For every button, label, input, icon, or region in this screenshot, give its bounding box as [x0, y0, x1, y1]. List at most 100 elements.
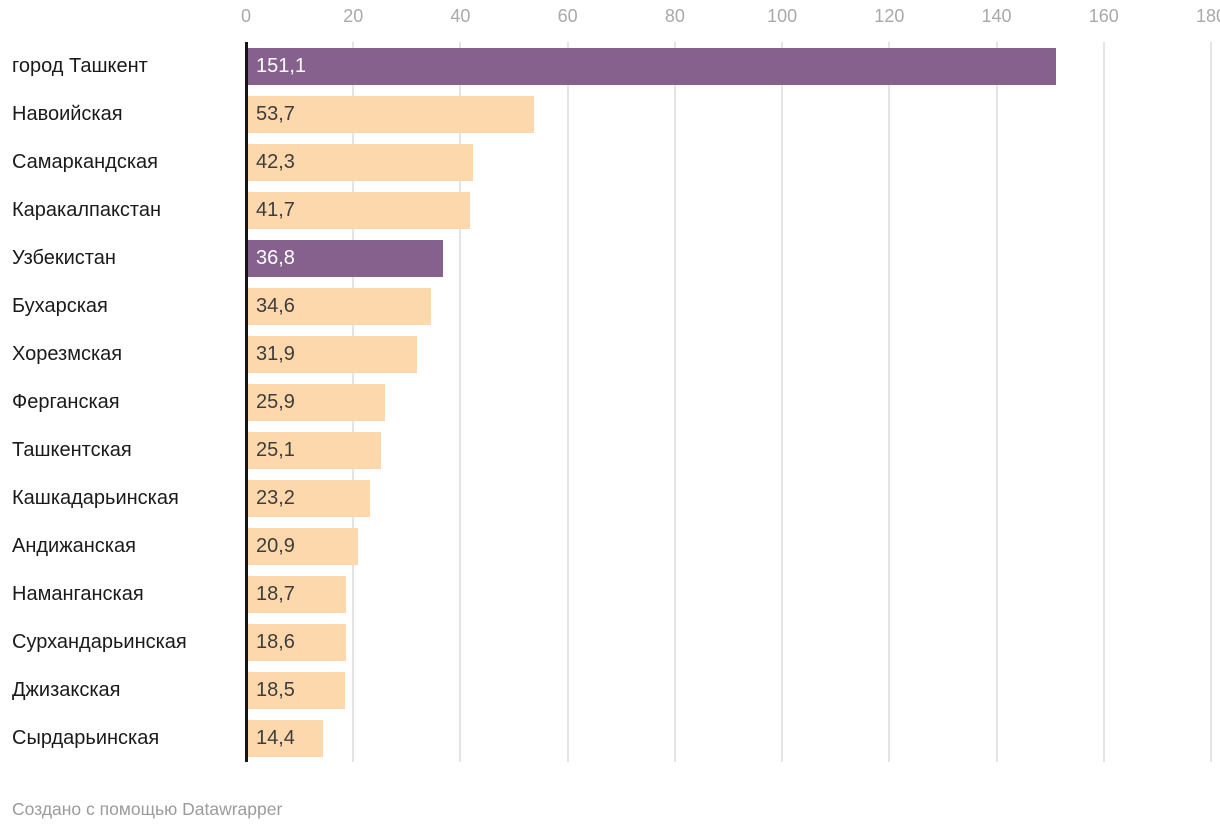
value-label: 18,7	[256, 582, 295, 605]
gridline	[1102, 42, 1105, 762]
bar-track: 18,5	[246, 671, 1211, 709]
category-label: Андижанская	[12, 534, 136, 557]
gridline	[1210, 42, 1212, 762]
x-axis-tick-label: 20	[343, 6, 364, 26]
bar-track: 18,6	[246, 623, 1211, 661]
category-label: город Ташкент	[12, 54, 148, 77]
x-axis-tick-label: 140	[981, 6, 1012, 26]
bar[interactable]: 20,9	[246, 527, 359, 565]
bar[interactable]: 25,9	[246, 383, 385, 421]
bar-track: 34,6	[246, 287, 1211, 325]
chart-row: Навоийская 53,7	[0, 90, 1211, 138]
bar-track: 36,8	[246, 239, 1211, 277]
gridline	[459, 42, 462, 762]
category-label: Узбекистан	[12, 246, 116, 269]
x-axis-tick-label: 60	[557, 6, 578, 26]
bar[interactable]: 53,7	[246, 95, 534, 133]
category-label: Хорезмская	[12, 342, 123, 365]
value-label: 18,5	[256, 678, 295, 701]
bar[interactable]: 18,7	[246, 575, 347, 613]
bar-track: 25,9	[246, 383, 1211, 421]
bar-track: 42,3	[246, 143, 1211, 181]
bar[interactable]: 36,8	[246, 239, 444, 277]
bar[interactable]: 42,3	[246, 143, 473, 181]
chart-row: Ферганская 25,9	[0, 378, 1211, 426]
chart-row: Наманганская 18,7	[0, 570, 1211, 618]
chart-row: Сырдарьинская 14,4	[0, 714, 1211, 762]
gridline	[566, 42, 569, 762]
bar[interactable]: 25,1	[246, 431, 381, 469]
gridline	[888, 42, 891, 762]
category-label: Кашкадарьинская	[12, 486, 179, 509]
x-axis-tick-label: 100	[767, 6, 798, 26]
bar[interactable]: 41,7	[246, 191, 470, 229]
bar-track: 53,7	[246, 95, 1211, 133]
datawrapper-link[interactable]: Datawrapper	[182, 799, 283, 819]
value-label: 25,1	[256, 438, 295, 461]
x-axis-tick-label: 40	[450, 6, 471, 26]
category-label: Бухарская	[12, 294, 108, 317]
category-label: Каракалпакстан	[12, 198, 162, 221]
bar-track: 25,1	[246, 431, 1211, 469]
gridline	[781, 42, 784, 762]
chart-row: Бухарская 34,6	[0, 282, 1211, 330]
value-label: 151,1	[256, 54, 307, 77]
bar[interactable]: 151,1	[246, 47, 1057, 85]
bar[interactable]: 18,6	[246, 623, 346, 661]
chart-row: Самаркандская 42,3	[0, 138, 1211, 186]
y-axis-line	[245, 42, 248, 762]
bar[interactable]: 31,9	[246, 335, 418, 373]
x-axis: 0 20 40 60 80 100 120 140 160 180	[0, 0, 1220, 42]
category-label: Наманганская	[12, 582, 144, 605]
bar[interactable]: 23,2	[246, 479, 371, 517]
chart-row: Кашкадарьинская 23,2	[0, 474, 1211, 522]
value-label: 41,7	[256, 198, 295, 221]
value-label: 20,9	[256, 534, 295, 557]
bar[interactable]: 18,5	[246, 671, 346, 709]
category-label: Навоийская	[12, 102, 123, 125]
attribution-text: Создано с помощью	[12, 799, 183, 819]
plot-area: город Ташкент 151,1 Навоийская 53,7 Самаркан…	[0, 42, 1220, 762]
x-axis-tick-label: 180	[1195, 6, 1220, 26]
category-label: Самаркандская	[12, 150, 158, 173]
value-label: 18,6	[256, 630, 295, 653]
category-label: Сурхандарьинская	[12, 630, 187, 653]
attribution: Создано с помощью Datawrapper	[12, 799, 282, 820]
bar-track: 23,2	[246, 479, 1211, 517]
category-label: Ташкентская	[12, 438, 132, 461]
bar[interactable]: 14,4	[246, 719, 324, 757]
bar-track: 14,4	[246, 719, 1211, 757]
bar-rows: город Ташкент 151,1 Навоийская 53,7 Самаркан…	[0, 42, 1211, 762]
value-label: 53,7	[256, 102, 295, 125]
value-label: 31,9	[256, 342, 295, 365]
bar[interactable]: 34,6	[246, 287, 432, 325]
bar-track: 151,1	[246, 47, 1211, 85]
chart-row: Сурхандарьинская 18,6	[0, 618, 1211, 666]
chart-row: Джизакская 18,5	[0, 666, 1211, 714]
chart-row: Хорезмская 31,9	[0, 330, 1211, 378]
gridline	[995, 42, 998, 762]
value-label: 23,2	[256, 486, 295, 509]
chart-row: Ташкентская 25,1	[0, 426, 1211, 474]
x-axis-tick-labels: 0 20 40 60 80 100 120 140 160 180	[241, 6, 1220, 32]
chart-row: Каракалпакстан 41,7	[0, 186, 1211, 234]
category-label: Ферганская	[12, 390, 120, 413]
gridline	[673, 42, 676, 762]
x-axis-tick-label: 0	[240, 6, 252, 26]
x-axis-tick-label: 80	[664, 6, 685, 26]
value-label: 34,6	[256, 294, 295, 317]
value-label: 36,8	[256, 246, 295, 269]
value-label: 25,9	[256, 390, 295, 413]
chart-row: Андижанская 20,9	[0, 522, 1211, 570]
x-axis-tick-label: 120	[874, 6, 905, 26]
bar-track: 18,7	[246, 575, 1211, 613]
category-label: Джизакская	[12, 678, 121, 701]
value-label: 14,4	[256, 726, 295, 749]
x-axis-tick-label: 160	[1088, 6, 1119, 26]
bar-track: 20,9	[246, 527, 1211, 565]
bar-track: 31,9	[246, 335, 1211, 373]
bar-track: 41,7	[246, 191, 1211, 229]
chart-row: Узбекистан 36,8	[0, 234, 1211, 282]
value-label: 42,3	[256, 150, 295, 173]
